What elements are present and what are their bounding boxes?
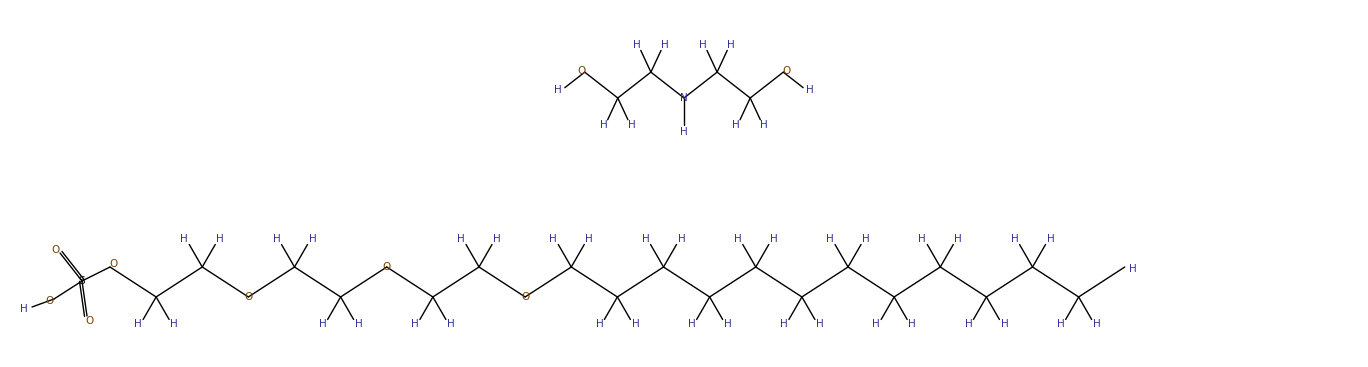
Text: H: H xyxy=(699,40,707,50)
Text: H: H xyxy=(599,120,607,130)
Text: H: H xyxy=(134,319,142,330)
Text: H: H xyxy=(628,120,636,130)
Text: H: H xyxy=(1057,319,1064,330)
Text: H: H xyxy=(908,319,917,330)
Text: H: H xyxy=(732,120,740,130)
Text: O: O xyxy=(245,292,253,302)
Text: H: H xyxy=(550,235,557,244)
Text: H: H xyxy=(457,235,465,244)
Text: H: H xyxy=(680,127,688,137)
Text: H: H xyxy=(761,120,769,130)
Text: H: H xyxy=(728,40,735,50)
Text: H: H xyxy=(964,319,973,330)
Text: O: O xyxy=(577,66,586,76)
Text: H: H xyxy=(1129,264,1137,274)
Text: H: H xyxy=(492,235,501,244)
Text: H: H xyxy=(181,235,189,244)
Text: H: H xyxy=(724,319,732,330)
Text: O: O xyxy=(86,316,94,326)
Text: H: H xyxy=(955,235,962,244)
Text: H: H xyxy=(661,40,669,50)
Text: H: H xyxy=(586,235,594,244)
Text: H: H xyxy=(733,235,741,244)
Text: H: H xyxy=(862,235,870,244)
Text: H: H xyxy=(1000,319,1008,330)
Text: H: H xyxy=(170,319,178,330)
Text: O: O xyxy=(782,66,791,76)
Text: O: O xyxy=(521,292,529,302)
Text: H: H xyxy=(354,319,363,330)
Text: H: H xyxy=(410,319,419,330)
Text: O: O xyxy=(383,262,391,272)
Text: H: H xyxy=(447,319,454,330)
Text: S: S xyxy=(79,276,85,286)
Text: H: H xyxy=(21,304,27,314)
Text: H: H xyxy=(1093,319,1100,330)
Text: H: H xyxy=(817,319,824,330)
Text: O: O xyxy=(109,259,118,269)
Text: H: H xyxy=(595,319,603,330)
Text: H: H xyxy=(826,235,834,244)
Text: H: H xyxy=(677,235,685,244)
Text: O: O xyxy=(51,245,59,255)
Text: H: H xyxy=(319,319,327,330)
Text: H: H xyxy=(554,85,562,95)
Text: H: H xyxy=(642,235,650,244)
Text: H: H xyxy=(633,40,640,50)
Text: H: H xyxy=(806,85,814,95)
Text: H: H xyxy=(770,235,777,244)
Text: H: H xyxy=(780,319,788,330)
Text: H: H xyxy=(1011,235,1018,244)
Text: H: H xyxy=(309,235,316,244)
Text: H: H xyxy=(216,235,224,244)
Text: O: O xyxy=(45,296,53,306)
Text: H: H xyxy=(1047,235,1055,244)
Text: N: N xyxy=(680,93,688,103)
Text: H: H xyxy=(688,319,695,330)
Text: H: H xyxy=(918,235,926,244)
Text: H: H xyxy=(632,319,639,330)
Text: H: H xyxy=(272,235,280,244)
Text: H: H xyxy=(873,319,880,330)
